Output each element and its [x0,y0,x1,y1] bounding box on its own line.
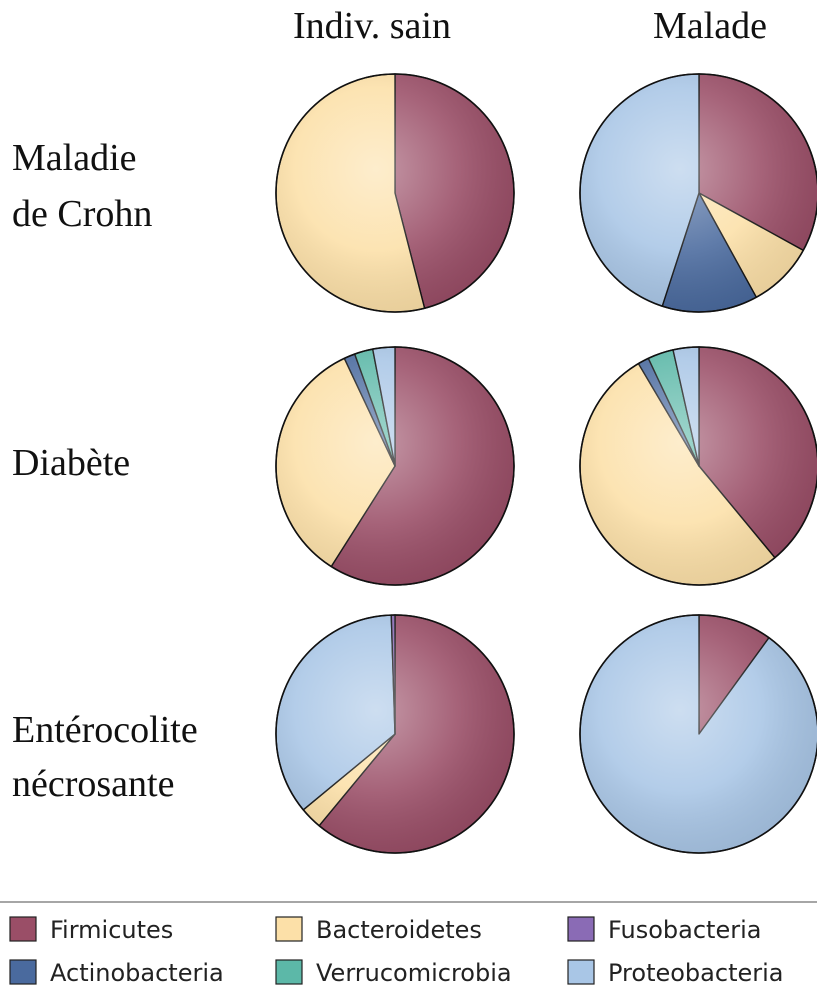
pie-outline [275,73,515,313]
pie-diabetes-healthy [275,346,515,586]
pie-diabetes-sick [579,346,817,586]
legend-item-proteobacteria: Proteobacteria [567,959,784,987]
legend-item-verrucomicrobia: Verrucomicrobia [275,959,512,987]
legend-label: Proteobacteria [608,959,784,987]
legend-label: Firmicutes [50,916,173,944]
legend-label: Actinobacteria [50,959,224,987]
legend-item-actinobacteria: Actinobacteria [9,959,224,987]
pie-crohn-healthy [275,73,515,313]
column-header-sick: Malade [653,5,767,47]
legend-label: Verrucomicrobia [316,959,512,987]
legend-item-firmicutes: Firmicutes [9,916,173,944]
legend-item-bacteroidetes: Bacteroidetes [275,916,482,944]
row-label-crohn-line2: de Crohn [12,193,152,235]
row-label-enterocolitis-line2: nécrosante [12,763,174,805]
legend-swatch [275,916,303,942]
pie-enterocolitis-healthy [275,614,515,854]
pie-outline [579,614,817,854]
legend-label: Bacteroidetes [316,916,482,944]
pie-outline [275,614,515,854]
row-label-enterocolitis-line1: Entérocolite [12,709,198,751]
row-label-crohn-line1: Maladie [12,137,137,179]
legend-swatch [9,916,37,942]
pie-enterocolitis-sick [579,614,817,854]
legend: Firmicutes Bacteroidetes Fusobacteria Actin… [9,916,784,987]
legend-swatch [275,959,303,985]
pie-crohn-sick [579,73,817,313]
pie-group [275,73,817,854]
legend-swatch [567,959,595,985]
legend-item-fusobacteria: Fusobacteria [567,916,761,944]
legend-swatch [567,916,595,942]
legend-label: Fusobacteria [608,916,761,944]
row-label-diabetes: Diabète [12,442,130,484]
pie-outline [275,346,515,586]
pie-outline [579,73,817,313]
column-header-healthy: Indiv. sain [293,5,451,47]
slice-proteobacteria [579,614,817,854]
pie-outline [579,346,817,586]
legend-swatch [9,959,37,985]
